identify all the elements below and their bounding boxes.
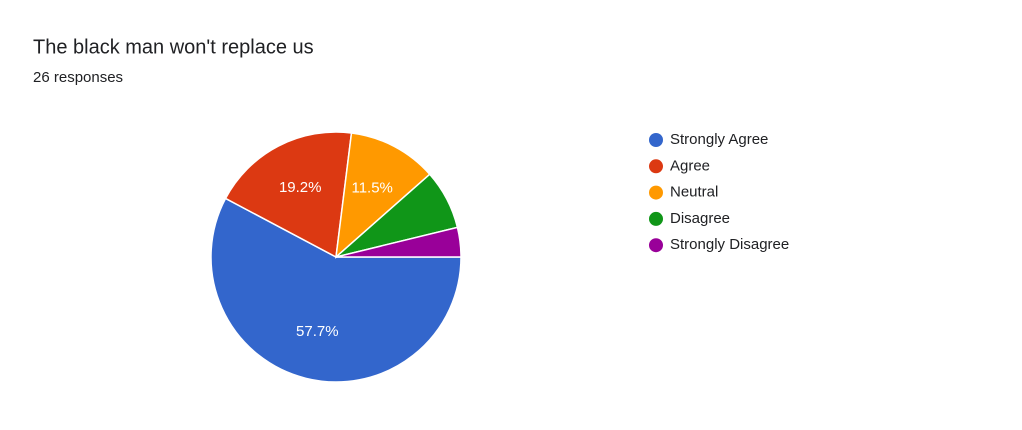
pie-slice [210,197,462,383]
legend-label: Disagree [670,210,730,227]
legend-label: Neutral [670,184,718,201]
pie-slice [335,132,431,259]
pie-slice [335,226,462,258]
legend-marker [649,238,663,253]
chart-title: The black man won't replace us [33,36,314,58]
legend-marker [649,211,663,226]
legend-label: Strongly Disagree [670,236,789,253]
slice-label: 57.7% [296,323,339,340]
slice-label: 11.5% [351,179,392,196]
pie-slice [224,131,353,259]
slice-label: 19.2% [279,179,322,196]
legend-label: Strongly Agree [670,131,768,148]
legend-marker [649,185,663,200]
chart-subtitle: 26 responses [33,69,123,86]
legend-label: Agree [670,157,710,174]
legend-marker [649,159,663,174]
legend-marker [649,133,663,147]
